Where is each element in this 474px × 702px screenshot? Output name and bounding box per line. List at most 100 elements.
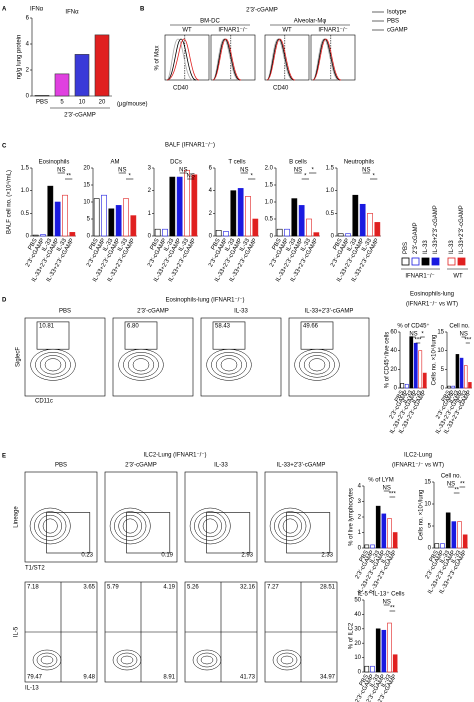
- gate-value: 0.19: [161, 553, 173, 559]
- chart-title: DCs: [170, 160, 182, 166]
- bar: [130, 215, 137, 237]
- gate: [300, 321, 334, 350]
- significance: NS: [179, 168, 187, 174]
- x-tick-label: PBS: [28, 238, 39, 251]
- gate: [126, 512, 171, 554]
- x-tick-label: 5: [60, 100, 64, 106]
- y-tick-label: 3: [148, 166, 152, 172]
- y-tick-label: 15: [437, 330, 444, 336]
- plot-title: IL-33: [214, 463, 228, 469]
- bar: [459, 357, 464, 389]
- y-axis-label: Cells no. ×10⁴/lung: [431, 335, 438, 386]
- bar: [418, 350, 423, 389]
- plot-title: 2'3'-cGAMP: [137, 309, 169, 315]
- flow-plot: [112, 317, 194, 397]
- chart-title: IFNα: [65, 10, 79, 16]
- chart-title: AM: [111, 160, 120, 166]
- significance: *: [304, 174, 307, 180]
- y-axis-label: % of live lymphocytes: [349, 488, 355, 546]
- significance: **: [460, 482, 465, 488]
- plot-title: IL-33+2'3'-cGAMP: [305, 309, 354, 315]
- legend-label: cGAMP: [387, 28, 408, 34]
- legend-swatch: [411, 257, 420, 266]
- x-tick-label: PBS: [429, 550, 440, 563]
- bar: [32, 234, 39, 237]
- legend-label: Isotype: [387, 10, 407, 16]
- summary-subtitle: (IFNAR1⁻/⁻ vs WT): [392, 463, 444, 469]
- bar: [313, 232, 320, 237]
- x-tick-label: PBS: [359, 674, 370, 687]
- legend-label: IL-33+2'3'-cGAMP: [459, 205, 465, 254]
- bar: [374, 222, 381, 237]
- panel-title: ILC2-Lung (IFNAR1⁻/⁻): [143, 453, 206, 459]
- bar: [392, 532, 398, 549]
- y-tick-label: 6: [209, 166, 213, 172]
- bar: [462, 534, 468, 549]
- bar: [284, 228, 290, 237]
- y-tick-label: 0: [209, 234, 213, 240]
- y-tick-label: 1.5: [21, 166, 30, 172]
- gate: [46, 512, 91, 554]
- bar: [455, 354, 460, 389]
- y-tick-label: 4: [209, 188, 213, 194]
- histogram-frame: [210, 34, 256, 81]
- contour: [123, 352, 159, 378]
- y-tick-label: 1.0: [326, 188, 335, 194]
- bar: [447, 385, 451, 389]
- y-axis-label: IL-5: [14, 626, 20, 637]
- gate: [286, 512, 331, 554]
- histogram: [166, 38, 200, 81]
- contour: [299, 352, 335, 378]
- contour: [192, 649, 222, 671]
- bar: [184, 169, 190, 237]
- y-tick-label: 0: [87, 234, 91, 240]
- bar: [40, 234, 46, 237]
- histogram: [312, 38, 341, 81]
- significance: **: [66, 174, 71, 180]
- contour: [114, 511, 147, 541]
- cell-type: Alveolar-Mφ: [294, 19, 327, 25]
- legend-swatch: [457, 257, 466, 266]
- bar: [93, 198, 100, 237]
- gate: [36, 321, 70, 350]
- y-tick-label: 0: [428, 546, 432, 552]
- bar: [169, 176, 176, 237]
- y-axis-label: BALF cell no. (×10⁴/mL): [6, 170, 13, 234]
- gate-value: 58.43: [215, 324, 231, 330]
- y-tick-label: 0: [148, 234, 152, 240]
- y-tick-label: 0: [441, 386, 445, 392]
- quadrant-value: 7.18: [27, 585, 39, 591]
- bar: [463, 365, 468, 389]
- bar: [62, 194, 68, 237]
- flow-plot: [24, 471, 98, 563]
- panel-letter: C: [2, 144, 7, 150]
- y-tick-label: 5: [428, 524, 432, 530]
- contour: [29, 507, 71, 545]
- chart-title: Cell no.: [449, 324, 470, 330]
- significance: NS: [57, 168, 65, 174]
- bar: [291, 198, 298, 237]
- contour: [220, 358, 238, 372]
- bar: [245, 196, 251, 237]
- bar: [223, 231, 229, 237]
- contour: [272, 649, 302, 671]
- y-axis-label: ng/g lung protein: [17, 35, 23, 80]
- significance: *: [311, 168, 314, 174]
- y-axis-label: % of CD45⁺/live cells: [384, 332, 391, 389]
- bar: [413, 342, 418, 389]
- legend-swatch: [421, 257, 430, 266]
- x-tick-label: 10: [79, 100, 86, 106]
- bar: [215, 230, 222, 237]
- chart-title: % of CD45⁺: [397, 323, 429, 330]
- bar: [191, 174, 198, 237]
- contour: [280, 655, 294, 665]
- x-tick-label: PBS: [89, 238, 100, 251]
- bar: [47, 185, 54, 237]
- contour: [38, 514, 62, 538]
- panel-letter: E: [2, 454, 6, 460]
- histogram: [166, 38, 194, 81]
- bar: [381, 629, 387, 673]
- x-axis-label: IL-13: [25, 686, 39, 692]
- quadrant-value: 5.79: [107, 585, 119, 591]
- significance: *: [128, 174, 131, 180]
